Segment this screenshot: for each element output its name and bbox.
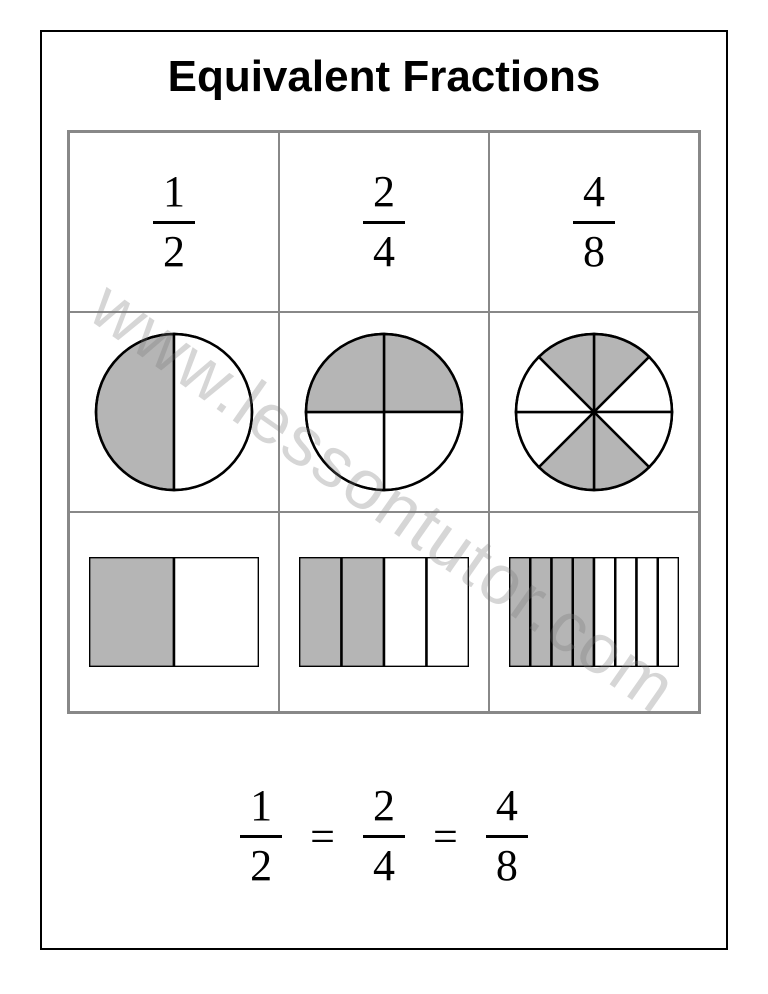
cell-circle-2 [489, 312, 699, 512]
denominator: 4 [367, 228, 401, 276]
numerator: 2 [367, 168, 401, 216]
cell-rect-0 [69, 512, 279, 712]
fraction-grid: 1 2 2 4 4 8 [67, 130, 701, 714]
fraction-bar [363, 835, 405, 838]
fraction-1: 2 4 [363, 168, 405, 276]
cell-rect-1 [279, 512, 489, 712]
circle-diagram-quarters [304, 332, 464, 492]
circle-diagram-half [94, 332, 254, 492]
equation-row: 1 2 = 2 4 = 4 8 [67, 744, 701, 928]
cell-fraction-0: 1 2 [69, 132, 279, 312]
eq-fraction-1: 2 4 [363, 782, 405, 890]
equals-sign: = [310, 811, 335, 862]
fraction-2: 4 8 [573, 168, 615, 276]
fraction-0: 1 2 [153, 168, 195, 276]
cell-rect-2 [489, 512, 699, 712]
numerator: 2 [367, 782, 401, 830]
rect-diagram-half [89, 557, 259, 667]
cell-circle-1 [279, 312, 489, 512]
denominator: 2 [244, 842, 278, 890]
eq-fraction-0: 1 2 [240, 782, 282, 890]
numerator: 1 [244, 782, 278, 830]
rect-diagram-quarters [299, 557, 469, 667]
numerator: 4 [577, 168, 611, 216]
denominator: 8 [577, 228, 611, 276]
cell-fraction-2: 4 8 [489, 132, 699, 312]
eq-fraction-2: 4 8 [486, 782, 528, 890]
cell-fraction-1: 2 4 [279, 132, 489, 312]
fraction-bar [363, 221, 405, 224]
page-title: Equivalent Fractions [67, 52, 701, 102]
cell-circle-0 [69, 312, 279, 512]
fraction-bar [153, 221, 195, 224]
rect-diagram-eighths [509, 557, 679, 667]
fraction-bar [573, 221, 615, 224]
outer-frame: Equivalent Fractions 1 2 2 4 4 [40, 30, 728, 950]
worksheet-page: Equivalent Fractions 1 2 2 4 4 [0, 0, 768, 994]
numerator: 1 [157, 168, 191, 216]
fraction-bar [240, 835, 282, 838]
circle-diagram-eighths [514, 332, 674, 492]
numerator: 4 [490, 782, 524, 830]
denominator: 8 [490, 842, 524, 890]
equals-sign: = [433, 811, 458, 862]
fraction-bar [486, 835, 528, 838]
denominator: 2 [157, 228, 191, 276]
denominator: 4 [367, 842, 401, 890]
